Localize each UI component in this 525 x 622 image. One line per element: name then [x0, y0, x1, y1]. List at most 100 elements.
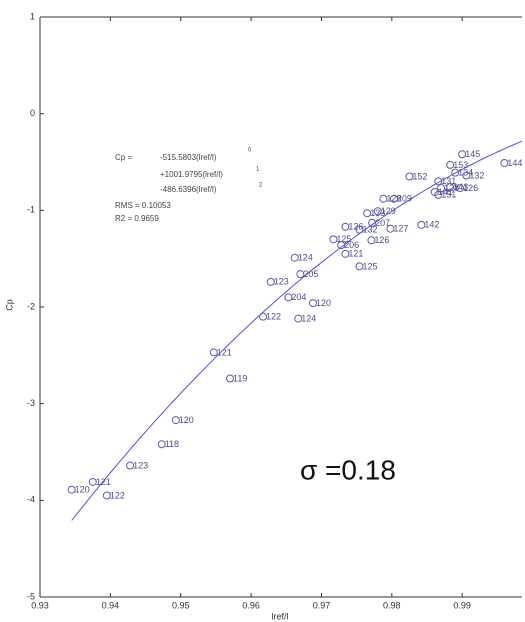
point	[355, 225, 364, 234]
fit-exponent: 0	[248, 148, 252, 154]
point	[386, 224, 395, 233]
y-tick-label: -4	[27, 495, 35, 505]
point	[368, 218, 377, 227]
point-label: 120	[179, 415, 194, 425]
point-label: 122	[110, 490, 125, 500]
point	[458, 150, 467, 159]
point-label: 205	[303, 269, 318, 279]
point	[259, 312, 268, 321]
point-label: 151	[441, 190, 456, 200]
point	[355, 262, 364, 271]
point-label: 152	[412, 171, 427, 181]
point	[329, 235, 338, 244]
point-label: 124	[298, 253, 313, 263]
x-tick-label: 0.97	[313, 600, 331, 610]
point	[284, 293, 293, 302]
point-label: 204	[291, 292, 306, 302]
annotation: σ =0.18	[300, 454, 396, 485]
point-label: 118	[165, 439, 179, 449]
point-label: 132	[469, 170, 484, 180]
fit-term: +1001.9795(lref/l)	[160, 170, 223, 179]
point-label: 124	[301, 313, 316, 323]
point-label: 121	[96, 477, 111, 487]
fit-r2: R2 = 0.9659	[115, 214, 159, 223]
point	[102, 491, 111, 500]
fit-line	[71, 140, 523, 521]
point-label: 126	[374, 235, 389, 245]
fit-prefix: Cp =	[115, 153, 132, 162]
point	[405, 172, 414, 181]
y-tick-label: 1	[30, 11, 35, 21]
point-label: 144	[507, 158, 522, 168]
point-label: 123	[133, 460, 148, 470]
fit-term: -515.5803(lref/l)	[160, 153, 217, 162]
point	[290, 253, 299, 262]
point	[500, 158, 509, 167]
y-tick-label: -5	[27, 591, 35, 601]
point	[209, 348, 218, 357]
point-label: 126	[348, 222, 363, 232]
point-label: 120	[316, 298, 331, 308]
point	[309, 299, 318, 308]
point	[367, 236, 376, 245]
point-label: 129	[381, 206, 396, 216]
x-tick-label: 0.99	[453, 600, 471, 610]
point	[417, 220, 426, 229]
x-tick-label: 0.93	[31, 600, 49, 610]
point-label: 122	[266, 312, 281, 322]
point-label: 125	[362, 261, 377, 271]
point-label: 133	[370, 208, 385, 218]
point	[363, 209, 372, 218]
point	[266, 277, 275, 286]
point	[389, 194, 398, 203]
point	[126, 461, 135, 470]
point	[67, 485, 76, 494]
point-label: 209	[397, 194, 412, 204]
point-label: 121	[217, 347, 232, 357]
point	[446, 183, 455, 192]
point	[462, 171, 471, 180]
fit-term: -486.6396(lref/l)	[160, 185, 217, 194]
point	[373, 207, 382, 216]
point	[225, 374, 234, 383]
point-label: 131	[441, 176, 456, 186]
point	[157, 440, 166, 449]
point	[446, 160, 455, 169]
point	[434, 190, 443, 199]
x-tick-label: 0.98	[383, 600, 401, 610]
point	[171, 416, 180, 425]
point-label: 127	[393, 224, 408, 234]
point	[456, 184, 465, 193]
point-label: 121	[348, 249, 363, 259]
point-label: 153	[453, 160, 468, 170]
point-label: 132	[362, 225, 377, 235]
point-label: 141	[438, 187, 453, 197]
point-label: 142	[424, 220, 439, 230]
point-label: 128	[386, 194, 401, 204]
point-label: 120	[75, 485, 90, 495]
y-tick-label: -2	[27, 301, 35, 311]
point	[341, 249, 350, 258]
point-label: 128	[444, 183, 459, 193]
point	[294, 314, 303, 323]
point-label: 145	[465, 149, 480, 159]
point	[379, 194, 388, 203]
point-label: 143	[453, 182, 468, 192]
point-label: 207	[375, 218, 390, 228]
point	[437, 184, 446, 193]
point-label: 126	[463, 183, 478, 193]
y-tick-label: 0	[30, 108, 35, 118]
point-label: 125	[336, 234, 351, 244]
point-label: 206	[344, 240, 359, 250]
fit-exponent: 2	[259, 183, 263, 189]
x-tick-label: 0.96	[242, 600, 260, 610]
fit-rms: RMS = 0.10053	[115, 201, 171, 210]
y-tick-label: -1	[27, 205, 35, 215]
point	[341, 222, 350, 231]
x-axis-label: lref/l	[271, 611, 288, 621]
fit-exponent: 1	[256, 167, 260, 173]
point-label: 123	[274, 277, 289, 287]
x-tick-label: 0.94	[102, 600, 120, 610]
point-label: 119	[233, 373, 247, 383]
